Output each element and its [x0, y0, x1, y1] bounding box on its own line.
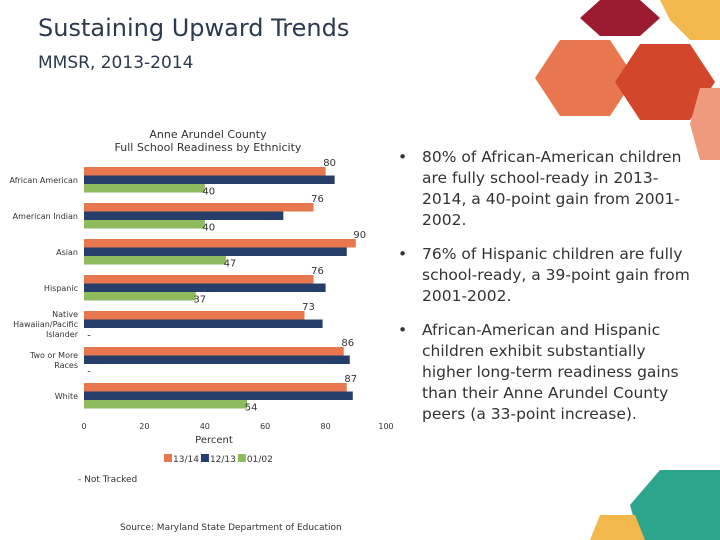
note: - Not Tracked [78, 475, 137, 485]
x-tick-label: 100 [378, 422, 393, 431]
data-label: 90 [353, 230, 366, 241]
chart-title: Full School Readiness by Ethnicity [115, 141, 302, 154]
legend-label: 12/13 [210, 455, 236, 465]
bar [84, 383, 347, 392]
bar [84, 175, 335, 184]
bar [84, 355, 350, 364]
slide-title: Sustaining Upward Trends [38, 14, 350, 42]
x-tick-label: 20 [139, 422, 149, 431]
bar [84, 239, 356, 248]
bar [84, 319, 323, 328]
y-tick-label: Two or More Races [29, 351, 78, 370]
legend-label: 01/02 [247, 455, 273, 465]
bar [84, 283, 326, 292]
y-tick-label: Hispanic [43, 284, 78, 293]
y-tick-label: Native Hawaiian/Pacific Islander [13, 310, 78, 339]
bar [84, 184, 205, 193]
hexagon [615, 44, 715, 120]
data-label: - [87, 331, 91, 342]
data-label: 87 [344, 374, 357, 385]
data-label: 73 [302, 302, 315, 313]
bullet-dot: • [398, 321, 408, 339]
bar [84, 167, 326, 176]
bar [84, 211, 284, 220]
data-label: 54 [245, 403, 258, 414]
data-label: 47 [224, 259, 237, 270]
bullet-dot: • [398, 148, 408, 166]
data-label: 76 [311, 266, 324, 277]
hexagon [535, 40, 635, 116]
legend-swatch [164, 454, 172, 462]
bullet-text: African-American and Hispanic children e… [422, 321, 679, 423]
hexagon [590, 515, 645, 540]
bar [84, 311, 305, 320]
bar [84, 292, 196, 301]
bullet: • 80% of African-American children are fu… [398, 147, 698, 231]
bar [84, 275, 314, 284]
x-tick-label: 80 [321, 422, 331, 431]
source: Source: Maryland State Department of Edu… [120, 523, 342, 533]
hexagon [580, 0, 660, 36]
bar [84, 220, 205, 229]
bar [84, 247, 347, 256]
hexagon [630, 470, 720, 540]
legend-swatch [200, 454, 209, 462]
x-tick-label: 40 [200, 422, 210, 431]
y-tick-label: African American [9, 176, 79, 185]
x-tick-label: 0 [81, 422, 86, 431]
data-label: 80 [323, 158, 336, 169]
slide-subtitle: MMSR, 2013-2014 [38, 53, 194, 73]
data-label: 86 [341, 338, 354, 349]
data-label: 40 [202, 187, 215, 198]
legend-swatch [237, 454, 246, 462]
bar [84, 400, 248, 409]
bullet: • African-American and Hispanic children … [398, 320, 698, 425]
bullet: • 76% of Hispanic children are fully scho… [398, 244, 698, 307]
data-label: - [87, 367, 91, 378]
data-label: 76 [311, 194, 324, 205]
bar [84, 203, 314, 212]
hexagon [660, 0, 720, 40]
bar [84, 347, 344, 356]
bar [84, 391, 353, 400]
x-tick-label: 60 [260, 422, 270, 431]
hexagon [690, 88, 720, 160]
bullet-text: 76% of Hispanic children are fully schoo… [422, 245, 690, 305]
y-tick-label: American Indian [12, 212, 78, 221]
y-tick-label: White [54, 392, 78, 401]
bullet-text: 80% of African-American children are ful… [422, 148, 682, 229]
bullet-dot: • [398, 245, 408, 263]
x-axis-label: Percent [195, 435, 233, 446]
chart-title: Anne Arundel County [149, 128, 267, 141]
data-label: 40 [202, 223, 215, 234]
bar [84, 256, 226, 265]
data-label: 37 [193, 295, 206, 306]
legend-label: 13/14 [173, 455, 199, 465]
y-tick-label: Asian [56, 248, 78, 257]
